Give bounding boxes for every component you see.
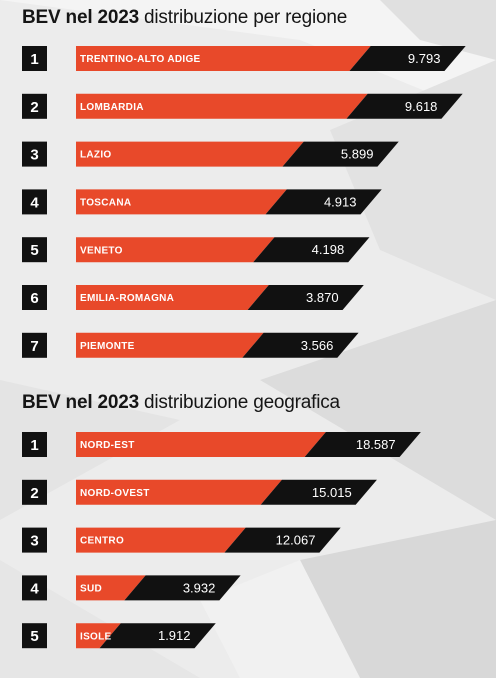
value-label: 9.618 xyxy=(405,99,438,114)
bar xyxy=(76,93,368,119)
category-label: LAZIO xyxy=(80,150,112,161)
rank-number: 3 xyxy=(30,147,38,164)
category-label: NORD-EST xyxy=(80,440,135,451)
rank-number: 7 xyxy=(30,338,38,355)
value-label: 3.870 xyxy=(306,290,339,305)
value-label: 15.015 xyxy=(312,485,352,500)
rank-box xyxy=(22,189,47,215)
bar-chart-geografica: 1 NORD-EST 18.587 2 NORD-OVEST 15.015 3 CENTRO 1… xyxy=(22,432,421,649)
category-label: ISOLE xyxy=(80,631,112,642)
bar xyxy=(76,479,282,505)
bar-row-1: 1 NORD-EST 18.587 xyxy=(22,432,421,457)
rank-number: 1 xyxy=(30,437,38,454)
rank-box xyxy=(22,93,47,119)
bar-row-1: 1 TRENTINO-ALTO ADIGE 9.793 xyxy=(22,46,466,71)
rank-number: 3 xyxy=(30,533,38,550)
bar xyxy=(76,623,121,649)
bar-row-6: 6 EMILIA-ROMAGNA 3.870 xyxy=(22,285,364,310)
rank-number: 2 xyxy=(30,485,38,502)
bar-tip xyxy=(265,189,382,215)
rank-box xyxy=(22,432,47,457)
bar xyxy=(76,575,146,601)
rank-box xyxy=(22,237,47,263)
bar xyxy=(76,237,275,263)
bar-chart-regione: 1 TRENTINO-ALTO ADIGE 9.793 2 LOMBARDIA 9.618… xyxy=(22,46,466,358)
bar-tip xyxy=(260,479,377,505)
category-label: CENTRO xyxy=(80,536,124,547)
value-label: 4.913 xyxy=(324,194,357,209)
value-label: 3.566 xyxy=(301,338,334,353)
category-label: NORD-OVEST xyxy=(80,488,150,499)
bar-tip xyxy=(124,575,241,601)
category-label: TRENTINO-ALTO ADIGE xyxy=(80,54,201,65)
rank-box xyxy=(22,527,47,553)
rank-box xyxy=(22,575,47,601)
title-bold: BEV nel 2023 xyxy=(22,7,139,28)
bar-row-3: 3 CENTRO 12.067 xyxy=(22,527,341,553)
bar-tip xyxy=(304,432,421,457)
value-label: 4.198 xyxy=(312,242,345,257)
rank-number: 2 xyxy=(30,99,38,116)
category-label: EMILIA-ROMAGNA xyxy=(80,293,174,304)
rank-box xyxy=(22,479,47,505)
value-label: 12.067 xyxy=(276,533,316,548)
rank-box xyxy=(22,332,47,358)
title-bold: BEV nel 2023 xyxy=(22,392,139,413)
bar-row-5: 5 ISOLE 1.912 xyxy=(22,623,216,649)
value-label: 18.587 xyxy=(356,437,396,452)
rank-box xyxy=(22,623,47,649)
bar xyxy=(76,285,269,310)
bar-row-2: 2 LOMBARDIA 9.618 xyxy=(22,93,463,119)
bar-tip xyxy=(247,285,364,310)
category-label: PIEMONTE xyxy=(80,341,135,352)
value-label: 9.793 xyxy=(408,51,441,66)
category-label: SUD xyxy=(80,584,102,595)
bar-row-4: 4 SUD 3.932 xyxy=(22,575,241,601)
bar-tip xyxy=(242,332,359,358)
rank-number: 5 xyxy=(30,628,38,645)
rank-box xyxy=(22,285,47,310)
value-label: 1.912 xyxy=(158,628,191,643)
bar-tip xyxy=(224,527,341,553)
rank-number: 5 xyxy=(30,242,38,259)
rank-box xyxy=(22,141,47,167)
rank-number: 6 xyxy=(30,290,38,307)
bar-row-3: 3 LAZIO 5.899 xyxy=(22,141,399,167)
bar-row-2: 2 NORD-OVEST 15.015 xyxy=(22,479,377,505)
category-label: TOSCANA xyxy=(80,198,131,209)
category-label: LOMBARDIA xyxy=(80,102,144,113)
value-label: 5.899 xyxy=(341,147,374,162)
bar-tip xyxy=(282,141,399,167)
bar xyxy=(76,141,304,167)
rank-number: 4 xyxy=(30,194,39,211)
bar xyxy=(76,432,326,457)
bar-tip xyxy=(253,237,370,263)
chart-title-geografica: BEV nel 2023 distribuzione geografica xyxy=(22,392,340,414)
rank-number: 4 xyxy=(30,580,39,597)
value-label: 3.932 xyxy=(183,580,216,595)
bar xyxy=(76,46,371,71)
bar xyxy=(76,189,287,215)
rank-number: 1 xyxy=(30,51,38,68)
bar-row-5: 5 VENETO 4.198 xyxy=(22,237,370,263)
bar-tip xyxy=(349,46,466,71)
rank-box xyxy=(22,46,47,71)
category-label: VENETO xyxy=(80,245,123,256)
chart-title-regione: BEV nel 2023 distribuzione per regione xyxy=(22,7,347,29)
bar-tip xyxy=(99,623,216,649)
title-rest: distribuzione geografica xyxy=(144,392,340,413)
bar-tip xyxy=(346,93,463,119)
bar-row-4: 4 TOSCANA 4.913 xyxy=(22,189,382,215)
title-rest: distribuzione per regione xyxy=(144,7,348,28)
bar xyxy=(76,332,264,358)
bar-row-7: 7 PIEMONTE 3.566 xyxy=(22,332,359,358)
bar xyxy=(76,527,246,553)
